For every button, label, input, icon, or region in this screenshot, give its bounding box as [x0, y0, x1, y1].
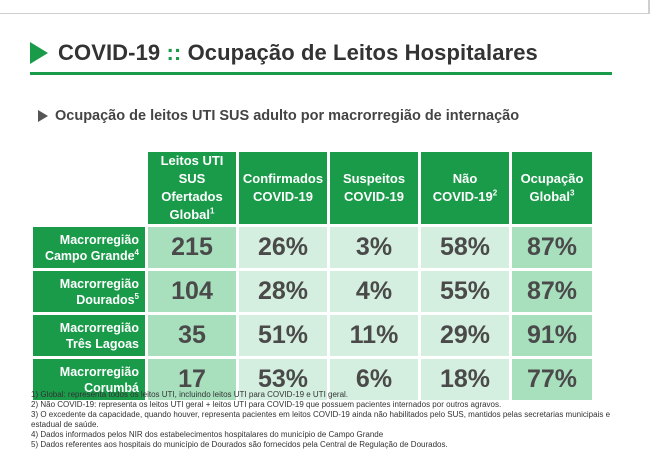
table-cell: 55%: [421, 271, 509, 312]
table-cell: 87%: [512, 227, 592, 268]
table-row: Macrorregião Campo Grande4 215 26% 3% 58…: [33, 227, 592, 268]
footnote: 4) Dados informados pelos NIR dos estabe…: [31, 430, 384, 439]
table-cell: 4%: [330, 271, 418, 312]
table-corner: [33, 152, 145, 224]
table-cell: 104: [148, 271, 236, 312]
row-header-line: Campo Grande: [44, 248, 135, 263]
column-header-line: COVID-19: [344, 189, 404, 204]
row-header-campo-grande: Macrorregião Campo Grande4: [33, 227, 145, 268]
table-row: Macrorregião Três Lagoas 35 51% 11% 29% …: [33, 315, 592, 356]
column-header-line: Ocupação: [520, 171, 584, 186]
footnote: 2) Não COVID-19: representa os leitos UT…: [31, 400, 502, 409]
row-header-line: Macrorregião: [59, 276, 139, 291]
title-underline: [30, 72, 612, 75]
row-header-tres-lagoas: Macrorregião Três Lagoas: [33, 315, 145, 356]
row-header-line: Dourados: [76, 292, 135, 307]
table-cell: 28%: [239, 271, 327, 312]
column-header-line: Suspeitos: [342, 171, 406, 186]
table-cell: 29%: [421, 315, 509, 356]
table-cell: 26%: [239, 227, 327, 268]
table-cell: 87%: [512, 271, 592, 312]
table-cell: 77%: [512, 359, 592, 400]
footnote-marker: 5: [134, 291, 139, 301]
column-header-ocupacao-global: Ocupação Global3: [512, 152, 592, 224]
title-arrow-icon: [30, 42, 48, 64]
column-header-line: COVID-19: [253, 189, 313, 204]
footnote: 1) Global: representa todos os leitos UT…: [31, 390, 349, 399]
table-cell: 18%: [421, 359, 509, 400]
footnote-marker: 4: [134, 247, 139, 257]
subtitle-arrow-icon: [38, 110, 48, 122]
column-header-leitos-ofertados: Leitos UTI SUS Ofertados Global1: [148, 152, 236, 224]
title-main: COVID-19: [58, 40, 161, 65]
title-rest: Ocupação de Leitos Hospitalares: [187, 40, 538, 65]
table-cell: 53%: [239, 359, 327, 400]
table-cell: 215: [148, 227, 236, 268]
top-rule: [0, 0, 650, 14]
table-cell: 3%: [330, 227, 418, 268]
column-header-line: Confirmados: [242, 171, 324, 186]
title-separator: ::: [166, 40, 182, 65]
column-header-line: Não: [452, 171, 478, 186]
column-header-line: Ofertados: [161, 189, 223, 204]
table-header-row: Leitos UTI SUS Ofertados Global1 Confirm…: [33, 152, 592, 224]
column-header-confirmados: Confirmados COVID-19: [239, 152, 327, 224]
footnotes: 1) Global: representa todos os leitos UT…: [31, 390, 631, 450]
row-header-dourados: Macrorregião Dourados5: [33, 271, 145, 312]
occupancy-table: Leitos UTI SUS Ofertados Global1 Confirm…: [30, 149, 595, 403]
footnote-marker: 3: [570, 188, 575, 198]
row-header-line: Macrorregião: [59, 320, 139, 335]
row-header-line: Macrorregião: [59, 232, 139, 247]
table-cell: 58%: [421, 227, 509, 268]
table-row: Macrorregião Corumbá 17 53% 6% 18% 77%: [33, 359, 592, 400]
column-header-line: COVID-19: [432, 189, 493, 204]
table-cell: 91%: [512, 315, 592, 356]
column-header-line: Leitos UTI SUS: [160, 153, 224, 186]
table-cell: 11%: [330, 315, 418, 356]
page-title: COVID-19 :: Ocupação de Leitos Hospitala…: [30, 40, 538, 66]
column-header-line: Global: [169, 207, 210, 222]
title-text: COVID-19 :: Ocupação de Leitos Hospitala…: [58, 40, 538, 66]
table-cell: 51%: [239, 315, 327, 356]
row-header-line: Corumbá: [84, 380, 139, 395]
subtitle: Ocupação de leitos UTI SUS adulto por ma…: [38, 108, 519, 124]
column-header-nao-covid: Não COVID-192: [421, 152, 509, 224]
footnote-marker: 2: [492, 188, 498, 198]
subtitle-text: Ocupação de leitos UTI SUS adulto por ma…: [55, 108, 520, 124]
table-cell: 17: [148, 359, 236, 400]
footnote: 5) Dados referentes aos hospitais do mun…: [31, 440, 448, 449]
column-header-line: Global: [529, 189, 570, 204]
row-header-corumba: Macrorregião Corumbá: [33, 359, 145, 400]
column-header-suspeitos: Suspeitos COVID-19: [330, 152, 418, 224]
footnote: 3) O excedente da capacidade, quando hou…: [31, 410, 611, 429]
row-header-line: Três Lagoas: [66, 336, 139, 351]
table-cell: 35: [148, 315, 236, 356]
table-cell: 6%: [330, 359, 418, 400]
footnote-marker: 1: [210, 206, 215, 216]
top-rule-mark: [648, 0, 650, 14]
table-row: Macrorregião Dourados5 104 28% 4% 55% 87…: [33, 271, 592, 312]
row-header-line: Macrorregião: [59, 364, 139, 379]
